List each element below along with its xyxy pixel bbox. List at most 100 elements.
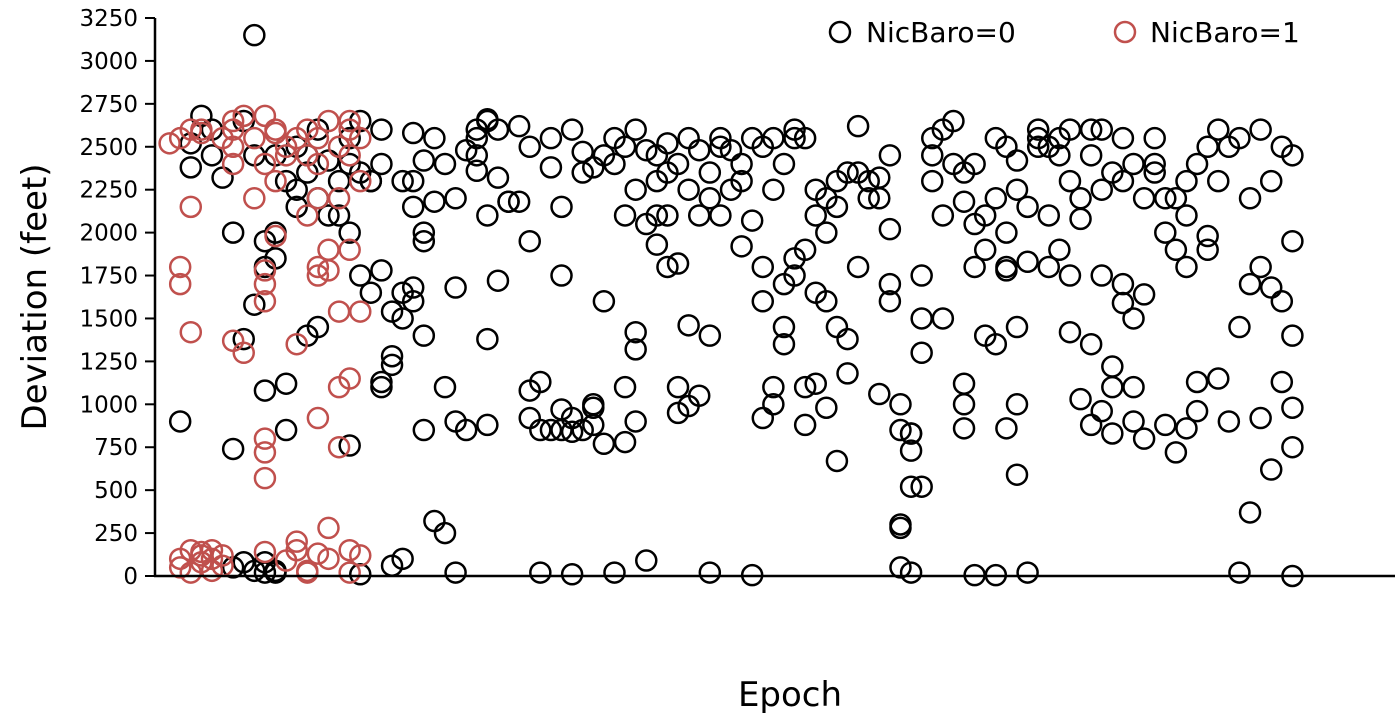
data-point-nicbaro-1 [264,118,287,141]
y-axis-title: Deviation (feet) [15,163,55,430]
data-point-nicbaro-1 [317,547,340,571]
y-tick-label: 2750 [79,92,138,118]
data-point-nicbaro-0 [889,556,912,579]
data-point-nicbaro-0 [1069,207,1092,231]
data-point-nicbaro-0 [1207,169,1230,193]
data-point-nicbaro-0 [327,204,351,227]
data-point-nicbaro-0 [1005,178,1029,201]
data-point-nicbaro-0 [465,159,489,183]
y-axis-ticks: 0 250 500 750 1000 1250 1500 1750 2000 2250 2500 27… [79,6,155,590]
data-point-nicbaro-0 [306,315,330,339]
data-point-nicbaro-1 [296,561,319,584]
data-point-nicbaro-0 [635,138,658,162]
data-point-nicbaro-0 [995,417,1018,440]
data-point-nicbaro-0 [645,233,669,256]
data-point-nicbaro-1 [221,109,245,133]
data-point-nicbaro-0 [910,475,933,498]
y-tick-label: 500 [94,478,138,504]
data-point-nicbaro-0 [518,406,541,430]
data-point-nicbaro-0 [984,187,1008,210]
data-point-nicbaro-0 [476,108,499,131]
data-point-nicbaro-0 [846,255,870,279]
data-point-nicbaro-0 [1005,315,1029,339]
data-point-nicbaro-0 [497,190,520,213]
data-point-nicbaro-0 [889,516,912,540]
data-point-nicbaro-0 [518,229,541,253]
data-point-nicbaro-1 [349,126,372,150]
data-point-nicbaro-0 [635,549,658,572]
data-point-nicbaro-0 [338,434,361,457]
data-point-nicbaro-0 [603,561,626,584]
data-point-nicbaro-0 [1122,307,1145,330]
data-point-nicbaro-0 [613,375,637,399]
data-point-nicbaro-1 [190,118,213,141]
data-point-nicbaro-0 [709,135,732,159]
data-point-nicbaro-1 [232,341,255,365]
data-point-nicbaro-0 [762,393,785,416]
data-point-nicbaro-0 [1270,370,1294,394]
data-point-nicbaro-0 [984,332,1008,356]
data-point-nicbaro-0 [645,204,669,227]
data-point-nicbaro-0 [1026,118,1050,141]
data-point-nicbaro-0 [1249,406,1272,430]
data-point-nicbaro-1 [349,169,372,193]
data-point-nicbaro-0 [1079,118,1103,141]
data-point-nicbaro-0 [1175,255,1198,279]
data-point-nicbaro-0 [1238,501,1262,524]
data-point-nicbaro-0 [1270,290,1294,313]
data-point-nicbaro-0 [995,255,1018,279]
data-point-nicbaro-0 [1281,435,1304,459]
data-point-nicbaro-0 [359,169,383,193]
y-tick-label: 0 [123,564,138,590]
data-point-nicbaro-0 [751,290,775,313]
data-point-nicbaro-0 [1154,413,1177,437]
data-point-nicbaro-0 [698,561,722,584]
y-tick-label: 1500 [79,306,138,332]
data-point-nicbaro-0 [1228,315,1251,339]
data-point-nicbaro-1 [327,187,351,210]
data-point-nicbaro-0 [910,341,933,365]
data-point-nicbaro-0 [973,238,997,262]
data-point-nicbaro-0 [1185,152,1209,176]
legend-label-nicbaro-1: NicBaro=1 [1150,16,1300,49]
data-point-nicbaro-0 [677,314,700,337]
data-point-nicbaro-1 [317,516,340,540]
data-point-nicbaro-0 [740,209,764,232]
data-point-nicbaro-0 [783,126,806,150]
data-point-nicbaro-0 [730,169,753,193]
data-point-nicbaro-0 [370,152,393,176]
data-point-nicbaro-0 [1281,229,1304,253]
y-tick-label: 3000 [79,49,138,75]
data-point-nicbaro-0 [899,561,923,584]
data-point-nicbaro-0 [1005,393,1029,416]
data-point-nicbaro-1 [168,556,192,579]
data-point-nicbaro-0 [433,152,457,176]
data-point-nicbaro-0 [1164,441,1188,464]
data-point-nicbaro-0 [518,135,541,159]
data-point-nicbaro-1 [306,542,330,565]
legend: NicBaro=0 NicBaro=1 [828,16,1300,49]
data-point-nicbaro-0 [624,178,647,201]
data-point-nicbaro-1 [264,224,287,248]
data-point-nicbaro-1 [179,195,203,219]
data-point-nicbaro-0 [836,327,859,351]
data-point-nicbaro-1 [253,540,277,564]
legend-marker-nicbaro-1 [1113,20,1137,44]
data-point-nicbaro-1 [253,441,277,464]
data-point-nicbaro-0 [762,178,785,201]
data-point-nicbaro-0 [899,422,923,445]
y-tick-label: 1750 [79,264,138,290]
data-point-nicbaro-0 [1185,370,1209,394]
data-point-nicbaro-0 [1016,561,1039,584]
data-point-nicbaro-1 [243,187,266,210]
y-tick-label: 3250 [79,6,138,32]
data-point-nicbaro-0 [592,432,616,456]
data-point-nicbaro-0 [232,327,255,351]
data-point-nicbaro-1 [317,238,340,262]
data-point-nicbaro-0 [1079,144,1103,167]
data-point-nicbaro-1 [253,272,277,296]
data-point-nicbaro-1 [306,406,330,430]
data-point-nicbaro-0 [1281,324,1304,347]
data-point-nicbaro-1 [200,538,224,562]
data-point-nicbaro-0 [486,166,510,189]
